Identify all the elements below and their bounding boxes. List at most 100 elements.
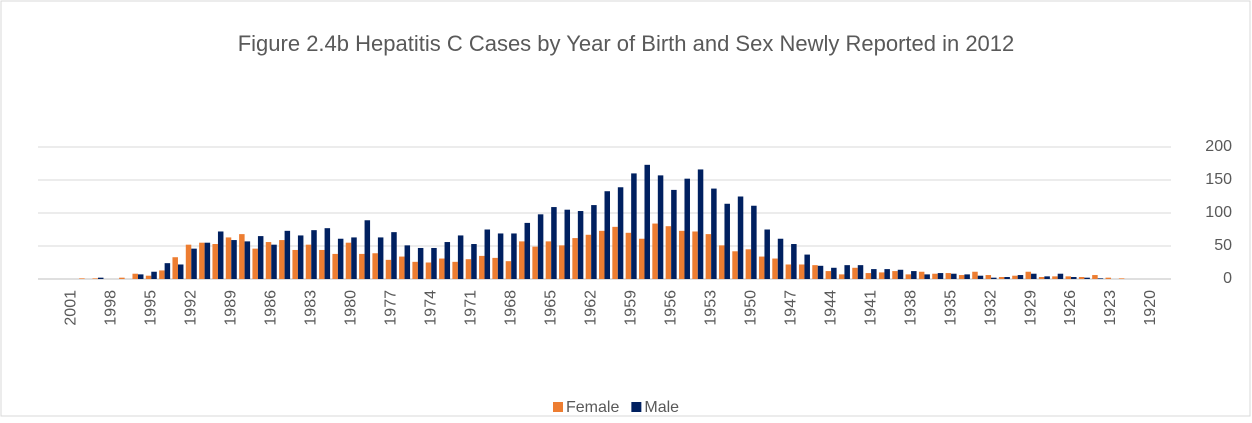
- y-tick-label: 100: [1205, 204, 1232, 221]
- bar: [724, 203, 730, 279]
- bar: [972, 271, 978, 279]
- bar: [1025, 271, 1032, 279]
- bar: [1017, 275, 1024, 279]
- y-tick-label: 150: [1205, 171, 1232, 188]
- bar: [751, 205, 757, 279]
- bar: [764, 229, 770, 279]
- bar: [465, 259, 472, 279]
- bar: [159, 270, 165, 279]
- bar: [172, 257, 178, 279]
- bar: [958, 275, 965, 279]
- bar: [297, 235, 304, 279]
- bar: [852, 267, 858, 279]
- bar: [559, 245, 565, 279]
- bar: [391, 232, 397, 279]
- bar: [998, 277, 1005, 279]
- bar: [524, 222, 531, 279]
- bar: [804, 254, 810, 279]
- bar: [585, 234, 592, 279]
- x-tick-label: 1971: [462, 290, 479, 326]
- bar: [132, 273, 138, 279]
- bar: [844, 265, 850, 279]
- bar: [311, 230, 317, 279]
- bar: [497, 233, 504, 279]
- bar: [857, 265, 864, 279]
- x-tick-label: 1938: [902, 290, 919, 326]
- bar: [492, 257, 498, 279]
- bar: [532, 246, 538, 279]
- bar: [119, 277, 125, 279]
- bar: [718, 245, 725, 279]
- legend-label: Male: [644, 399, 679, 416]
- bar: [244, 241, 251, 279]
- bar: [697, 169, 704, 279]
- bar: [212, 244, 218, 279]
- bar: [777, 238, 784, 279]
- bar: [564, 209, 571, 279]
- bar: [897, 269, 904, 279]
- x-tick-label: 1947: [782, 290, 799, 326]
- bar: [937, 273, 944, 279]
- x-tick-label: 1950: [742, 290, 759, 326]
- bar: [137, 274, 144, 279]
- bar: [217, 231, 224, 279]
- bar: [305, 244, 312, 279]
- bar: [537, 214, 544, 279]
- bar: [265, 242, 272, 279]
- bar: [737, 196, 744, 279]
- x-tick-label: 1998: [103, 290, 120, 326]
- x-tick-label: 1926: [1062, 290, 1079, 326]
- bar: [638, 238, 645, 279]
- bar: [572, 238, 578, 279]
- y-tick-label: 50: [1214, 237, 1232, 254]
- bar: [665, 226, 672, 279]
- bar: [1004, 277, 1010, 279]
- bar: [1031, 273, 1037, 279]
- bar: [377, 237, 384, 279]
- bar: [364, 220, 371, 279]
- bar: [284, 230, 291, 279]
- bar: [985, 275, 992, 279]
- x-tick-label: 1941: [862, 290, 879, 326]
- x-tick-label: 1974: [422, 290, 439, 326]
- bar: [1012, 275, 1018, 279]
- bar: [471, 244, 477, 279]
- bar: [684, 178, 690, 279]
- bar: [671, 189, 677, 279]
- bar: [252, 248, 258, 279]
- bar: [878, 272, 885, 279]
- x-tick-label: 1953: [702, 290, 719, 326]
- bar: [457, 235, 464, 279]
- bar: [231, 240, 237, 279]
- bar: [772, 258, 778, 279]
- bar: [332, 253, 338, 279]
- x-tick-label: 1959: [622, 290, 639, 326]
- bar: [977, 275, 984, 279]
- bar: [484, 229, 491, 279]
- bar: [652, 223, 658, 279]
- bar: [599, 230, 605, 279]
- bar: [1105, 277, 1112, 279]
- bar: [185, 244, 192, 279]
- bar: [617, 187, 624, 279]
- bar: [345, 242, 352, 279]
- bar: [791, 244, 797, 279]
- x-tick-label: 1932: [982, 290, 999, 326]
- bar: [92, 278, 98, 279]
- x-tick-label: 1980: [342, 290, 359, 326]
- x-tick-label: 1989: [222, 290, 239, 326]
- bar: [1118, 278, 1125, 279]
- bar: [225, 237, 232, 279]
- bar: [505, 261, 512, 279]
- bar: [604, 191, 610, 279]
- bar: [924, 274, 930, 279]
- bar: [1071, 277, 1077, 279]
- legend-swatch: [553, 402, 563, 412]
- bar: [324, 228, 331, 279]
- bar: [825, 271, 832, 279]
- bar: [964, 274, 970, 279]
- x-tick-label: 1995: [143, 290, 160, 326]
- y-tick-label: 200: [1205, 138, 1232, 155]
- bar: [519, 241, 525, 279]
